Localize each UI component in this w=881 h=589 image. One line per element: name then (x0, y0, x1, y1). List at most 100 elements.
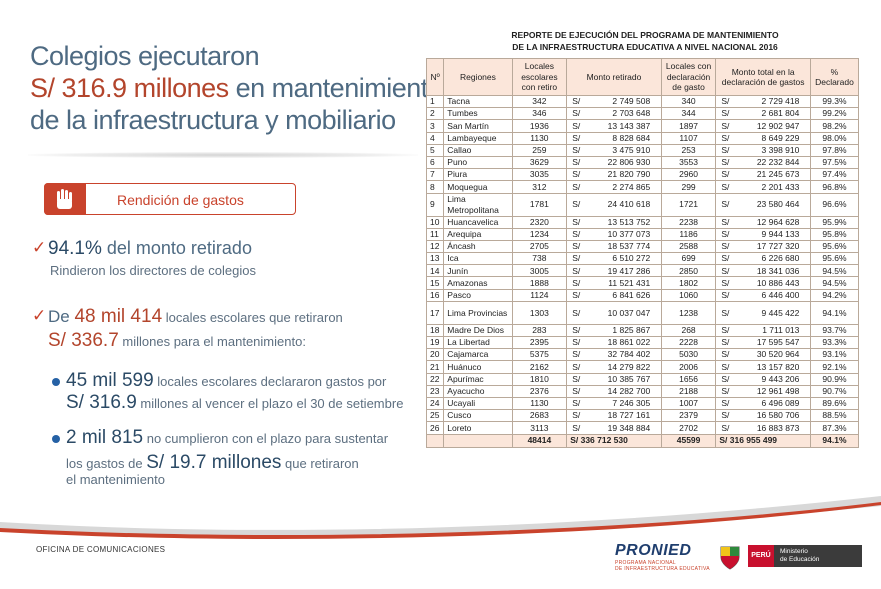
currency-symbol: S/ (721, 241, 730, 252)
row-monto-value: 1 825 867 (612, 325, 651, 336)
row-pct: 94.5% (809, 264, 860, 278)
row-region: Arequipa (443, 227, 513, 241)
table-row: 23 Ayacucho 2376 S/14 282 700 2188 S/12 961 4… (425, 384, 860, 398)
currency-symbol: S/ (572, 216, 581, 227)
currency-symbol: S/ (721, 337, 730, 348)
pronied-sub2: DE INFRAESTRUCTURA EDUCATIVA (615, 566, 710, 572)
row-locales: 1234 (511, 227, 568, 241)
row-locales-decl: 2228 (660, 335, 717, 350)
row-monto: S/1 825 867 (566, 323, 662, 338)
row-monto-value: 14 279 822 (607, 361, 651, 372)
row-monto-value: 13 143 387 (607, 120, 651, 131)
table-row: 24 Ucayali 1130 S/7 246 305 1007 S/6 496 089 8… (425, 396, 860, 411)
row-locales-decl: 1656 (660, 372, 717, 386)
bullet2-text2a: los gastos de (66, 456, 147, 471)
table-row: 3 San Martín 1936 S/13 143 387 1897 S/12 902 … (425, 119, 860, 133)
total-monto: S/ 336 712 530 (566, 433, 662, 448)
row-monto-value: 10 037 047 (607, 307, 651, 318)
row-monto-decl-value: 17 727 320 (756, 241, 800, 252)
row-region: Lambayeque (443, 131, 513, 145)
table-total-row: 48414 S/ 336 712 530 45599 S/ 316 955 49… (425, 433, 860, 448)
row-locales-decl: 2588 (660, 239, 717, 254)
currency-symbol: S/ (721, 373, 730, 384)
row-num: 23 (425, 384, 445, 398)
headline-line1: Colegios ejecutaron (30, 41, 260, 71)
row-pct: 93.1% (809, 348, 860, 362)
row-locales-decl: 299 (660, 180, 717, 194)
footer-wave (0, 496, 881, 540)
row-monto: S/3 475 910 (566, 143, 662, 157)
ministry-line2: de Educación (780, 556, 820, 563)
bullet1-amount: S/ 316.9 (66, 392, 137, 413)
row-num: 26 (425, 421, 445, 435)
row-monto-value: 11 521 431 (608, 277, 651, 288)
row-locales-decl: 253 (660, 143, 717, 157)
row-monto-decl-value: 2 201 433 (761, 181, 800, 192)
row-monto-decl: S/17 727 320 (715, 239, 811, 254)
row-monto-decl: S/9 443 206 (715, 372, 811, 386)
row-monto-decl: S/9 445 422 (715, 300, 811, 325)
row-region: Tumbes (443, 107, 513, 121)
row-monto: S/10 385 767 (566, 372, 662, 386)
currency-symbol: S/ (721, 132, 730, 143)
row-pct: 98.0% (809, 131, 860, 145)
table-row: 15 Amazonas 1888 S/11 521 431 1802 S/10 886 4… (425, 276, 860, 290)
currency-symbol: S/ (572, 228, 581, 239)
table-row: 17 Lima Provincias 1303 S/10 037 047 1238 S/9… (425, 300, 860, 325)
row-locales-decl: 268 (660, 323, 717, 338)
row-locales-decl: 1186 (660, 227, 717, 241)
currency-symbol: S/ (572, 277, 581, 288)
row-num: 8 (425, 180, 445, 194)
row-pct: 89.6% (809, 396, 860, 411)
table-row: 5 Callao 259 S/3 475 910 253 S/3 398 910 97.8% (425, 143, 860, 157)
row-locales: 5375 (511, 348, 568, 362)
row-locales-decl: 699 (660, 252, 717, 266)
row-monto: S/7 246 305 (566, 396, 662, 411)
row-monto: S/24 410 618 (566, 192, 662, 217)
row-monto-decl: S/23 580 464 (715, 192, 811, 217)
raised-hand-icon (57, 189, 72, 209)
row-pct: 99.2% (809, 107, 860, 121)
locales-prefix: De (48, 307, 75, 326)
row-monto: S/6 510 272 (566, 252, 662, 266)
row-locales-decl: 1007 (660, 396, 717, 411)
row-monto-decl: S/2 729 418 (715, 94, 811, 109)
table-row: 13 Ica 738 S/6 510 272 699 S/6 226 680 95.6% (425, 252, 860, 266)
header-num: Nº (425, 58, 445, 96)
table-row: 26 Loreto 3113 S/19 348 884 2702 S/16 883 873… (425, 421, 860, 435)
row-monto-decl: S/8 649 229 (715, 131, 811, 145)
row-region: Cajamarca (443, 348, 513, 362)
table-row: 6 Puno 3629 S/22 806 930 3553 S/22 232 844 97.… (425, 155, 860, 170)
row-monto-value: 24 410 618 (607, 199, 651, 210)
row-monto-decl: S/12 902 947 (715, 119, 811, 133)
row-num: 14 (425, 264, 445, 278)
row-monto-value: 21 820 790 (607, 169, 651, 180)
row-num: 12 (425, 239, 445, 254)
row-monto-decl: S/2 681 804 (715, 107, 811, 121)
row-monto: S/8 828 684 (566, 131, 662, 145)
row-region: Huancavelica (443, 215, 513, 229)
total-pct: 94.1% (809, 433, 860, 448)
pct-declared-text: del monto retirado (101, 238, 252, 258)
currency-symbol: S/ (721, 228, 730, 239)
total-decl: 45599 (660, 433, 717, 448)
row-region: Madre De Dios (443, 323, 513, 338)
row-locales: 312 (511, 180, 568, 194)
bullet-dot (52, 378, 60, 386)
table-row: 2 Tumbes 346 S/2 703 648 344 S/2 681 804 99.2% (425, 107, 860, 121)
currency-symbol: S/ (572, 373, 581, 384)
row-locales: 2320 (511, 215, 568, 229)
row-monto-decl: S/6 496 089 (715, 396, 811, 411)
row-region: San Martín (443, 119, 513, 133)
row-num: 5 (425, 143, 445, 157)
table-body: 1 Tacna 342 S/2 749 508 340 S/2 729 418 99.3% 2… (425, 94, 860, 435)
table-title: REPORTE DE EJECUCIÓN DEL PROGRAMA DE MAN… (430, 29, 860, 53)
table-header-row: Nº Regiones Locales escolares con retiro… (425, 58, 860, 96)
row-pct: 87.3% (809, 421, 860, 435)
row-monto-value: 2 703 648 (612, 108, 651, 119)
headline-line2: S/ 316.9 millones en mantenimiento (30, 72, 443, 104)
currency-symbol: S/ (572, 410, 581, 421)
row-monto-decl-value: 9 944 133 (761, 228, 800, 239)
row-monto-decl-value: 18 341 036 (756, 265, 800, 276)
bullet2-count: 2 mil 815 (66, 427, 144, 448)
